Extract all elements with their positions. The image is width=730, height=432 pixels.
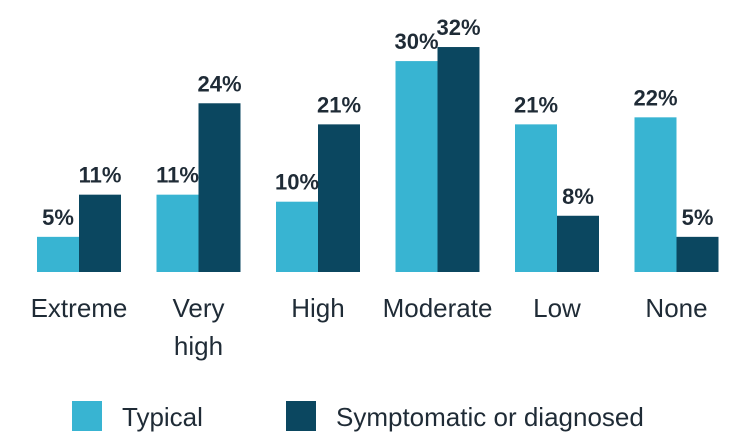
legend-swatch-symptomatic [286, 401, 316, 431]
legend-label-symptomatic: Symptomatic or diagnosed [336, 402, 644, 432]
bar-symptomatic-or-diagnosed-moderate [437, 47, 480, 272]
bar-typical-very-high [156, 194, 199, 272]
value-label-typical-moderate: 30% [394, 29, 438, 54]
category-label-high: High [291, 293, 344, 323]
category-label-very-high-line1: Very [172, 293, 224, 323]
bar-typical-extreme [37, 236, 79, 272]
bar-typical-high [276, 201, 318, 272]
category-label-very-high-line2: high [174, 331, 223, 361]
value-label-typical-extreme: 5% [42, 205, 74, 230]
bar-symptomatic-or-diagnosed-low [557, 215, 599, 272]
legend: Typical Symptomatic or diagnosed [72, 401, 644, 432]
value-label-symptomatic-or-diagnosed-high: 21% [317, 92, 361, 117]
bars-layer [37, 47, 719, 272]
bar-symptomatic-or-diagnosed-extreme [79, 194, 121, 272]
bar-symptomatic-or-diagnosed-high [318, 124, 360, 272]
category-label-none: None [645, 293, 707, 323]
bar-typical-moderate [395, 61, 438, 272]
value-label-typical-very-high: 11% [156, 163, 199, 188]
category-label-low: Low [533, 293, 581, 323]
value-label-symptomatic-or-diagnosed-moderate: 32% [436, 15, 480, 40]
value-label-typical-high: 10% [275, 170, 319, 195]
category-label-extreme: Extreme [31, 293, 128, 323]
bar-typical-low [515, 124, 557, 272]
value-labels-layer: 5%11% 11%24%10%21%30%32%21%8%22%5% [42, 15, 713, 230]
bar-symptomatic-or-diagnosed-none [676, 236, 719, 272]
value-label-typical-low: 21% [514, 92, 558, 117]
legend-swatch-typical [72, 401, 102, 431]
bar-symptomatic-or-diagnosed-very-high [198, 103, 241, 272]
value-label-symptomatic-or-diagnosed-extreme: 11% [79, 163, 122, 188]
legend-label-typical: Typical [122, 402, 203, 432]
value-label-typical-none: 22% [633, 85, 677, 110]
bar-typical-none [634, 117, 677, 272]
category-label-moderate: Moderate [383, 293, 493, 323]
value-label-symptomatic-or-diagnosed-none: 5% [682, 205, 714, 230]
value-label-symptomatic-or-diagnosed-very-high: 24% [197, 71, 241, 96]
value-label-symptomatic-or-diagnosed-low: 8% [562, 184, 594, 209]
category-labels-layer: Extreme Very high High Moderate Low None [31, 293, 708, 361]
